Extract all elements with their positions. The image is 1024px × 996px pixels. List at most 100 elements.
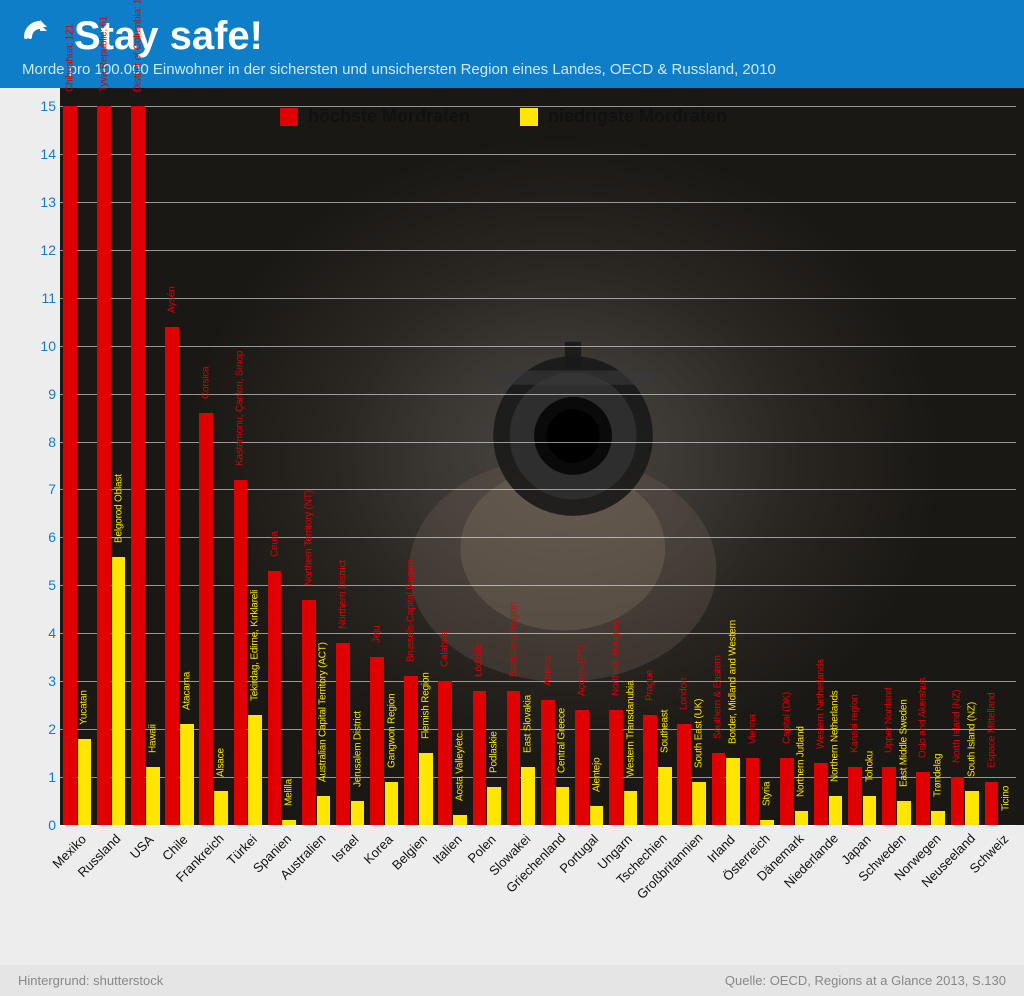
bar-label-low: Australian Capital Territory (ACT) bbox=[318, 643, 329, 783]
x-axis-label: Ungarn bbox=[606, 825, 640, 965]
bar-low: Flemish Region bbox=[419, 753, 433, 825]
country-column: ViennaStyria bbox=[743, 106, 777, 825]
bar-low: Podlaskie bbox=[487, 787, 501, 825]
bar-label-high: Espace Mittelland bbox=[986, 692, 997, 768]
country-column: AthensCentral Greece bbox=[538, 106, 572, 825]
bar-high: London bbox=[677, 724, 691, 825]
bar-label-low: Ticino bbox=[1001, 786, 1012, 811]
bar-high: Jeju bbox=[370, 657, 384, 825]
bar-label-high: Northern District bbox=[337, 560, 348, 629]
bars-container: Chihuahua: 121YucatanTyva Republic: 61Be… bbox=[60, 106, 1016, 825]
bar-high: North Island (NZ) bbox=[951, 777, 965, 825]
x-axis-label: Niederlande bbox=[811, 825, 845, 965]
y-tick-label: 0 bbox=[26, 817, 56, 833]
bar-label-low: East Slovakia bbox=[523, 695, 534, 753]
country-column: AysénAtacama bbox=[162, 106, 196, 825]
bar-low: Northern Jutland bbox=[795, 811, 809, 825]
bar-high: Corsica bbox=[199, 413, 213, 825]
bar-low: South Island (NZ) bbox=[965, 791, 979, 825]
bar-label-high: Oslo and Akershus bbox=[918, 678, 929, 759]
bar-low: Border, Midland and Western bbox=[726, 758, 740, 825]
bar-high: District of Columbia: 17 bbox=[131, 106, 145, 825]
bar-label-high: District of Columbia: 17 bbox=[133, 0, 144, 92]
bar-low: Tekirdag, Edirne, Kırklareli bbox=[248, 715, 262, 825]
y-tick-label: 15 bbox=[26, 98, 56, 114]
bar-high: Açores (PT) bbox=[575, 710, 589, 825]
footer-bar: Hintergrund: shutterstock Quelle: OECD, … bbox=[0, 965, 1024, 996]
bar-label-low: Belgorod Oblast bbox=[113, 474, 124, 543]
y-tick-label: 1 bbox=[26, 769, 56, 785]
country-column: Upper NorrlandEast Middle Sweden bbox=[879, 106, 913, 825]
x-axis-label: Japan bbox=[845, 825, 879, 965]
bar-label-low: Trøndelag bbox=[932, 753, 943, 796]
bar-label-low: Northern Netherlands bbox=[830, 691, 841, 783]
y-tick-label: 14 bbox=[26, 146, 56, 162]
bar-label-low: Western Transdanubia bbox=[625, 681, 636, 777]
bar-label-high: Northern Hungary bbox=[610, 620, 621, 696]
country-column: PragueSoutheast bbox=[640, 106, 674, 825]
bar-low: South East (UK) bbox=[692, 782, 706, 825]
bar-low: Southeast bbox=[658, 767, 672, 825]
bar-label-low: Styria bbox=[762, 782, 773, 806]
x-axis-label-text: Israel bbox=[329, 832, 362, 865]
y-tick-label: 4 bbox=[26, 625, 56, 641]
x-axis-label: Irland bbox=[709, 825, 743, 965]
x-axis-label: Österreich bbox=[743, 825, 777, 965]
country-column: CalabriaAosta Valley/etc. bbox=[436, 106, 470, 825]
x-axis-label: Israel bbox=[333, 825, 367, 965]
bar-high: Southern & Eastern bbox=[712, 753, 726, 825]
country-column: Chihuahua: 121Yucatan bbox=[60, 106, 94, 825]
x-axis-label: Frankreich bbox=[197, 825, 231, 965]
x-axis-label: Italien bbox=[436, 825, 470, 965]
bar-label-low: Southeast bbox=[659, 710, 670, 753]
bar-label-low: Podlaskie bbox=[489, 731, 500, 773]
x-axis-label: Schweiz bbox=[982, 825, 1016, 965]
bar-high: Ceuta bbox=[268, 571, 282, 825]
x-axis-label: Belgien bbox=[401, 825, 435, 965]
country-column: Bratislava RegionEast Slovakia bbox=[504, 106, 538, 825]
y-tick-label: 10 bbox=[26, 338, 56, 354]
bar-label-high: Açores (PT) bbox=[576, 645, 587, 696]
bar-label-low: Atacama bbox=[181, 672, 192, 710]
bar-high: Tyva Republic: 61 bbox=[97, 106, 111, 825]
bar-label-low: Gangwon Region bbox=[386, 693, 397, 767]
y-tick-label: 8 bbox=[26, 434, 56, 450]
country-column: Kansai regionTohoku bbox=[845, 106, 879, 825]
country-column: Brussels-Capital Region Flemish Region bbox=[401, 106, 435, 825]
bar-low: Western Transdanubia bbox=[624, 791, 638, 825]
header-top: Stay safe! bbox=[20, 14, 1004, 59]
y-tick-label: 7 bbox=[26, 481, 56, 497]
bar-label-high: Jeju bbox=[372, 626, 383, 644]
bar-label-low: Tekirdag, Edirne, Kırklareli bbox=[250, 590, 261, 701]
x-axis-label: Portugal bbox=[572, 825, 606, 965]
x-axis-label: Schweden bbox=[879, 825, 913, 965]
bar-high: Oslo and Akershus bbox=[916, 772, 930, 825]
country-column: CorsicaAlsace bbox=[197, 106, 231, 825]
footer-credit-right: Quelle: OECD, Regions at a Glance 2013, … bbox=[725, 973, 1006, 988]
bar-high: Bratislava Region bbox=[507, 691, 521, 825]
x-axis-label: Korea bbox=[367, 825, 401, 965]
bar-low: Northern Netherlands bbox=[829, 796, 843, 825]
bar-high: Chihuahua: 121 bbox=[63, 106, 77, 825]
x-axis-label-text: Italien bbox=[429, 832, 464, 867]
x-axis-label: Norwegen bbox=[914, 825, 948, 965]
y-tick-label: 13 bbox=[26, 194, 56, 210]
bar-label-low: Alsace bbox=[215, 749, 226, 778]
country-column: Northern Territory (NT)Australian Capita… bbox=[299, 106, 333, 825]
bar-high: Northern District bbox=[336, 643, 350, 825]
y-tick-label: 5 bbox=[26, 577, 56, 593]
country-column: Açores (PT)Alentejo bbox=[572, 106, 606, 825]
country-column: Capital (DK)Northern Jutland bbox=[777, 106, 811, 825]
bar-label-high: Northern Territory (NT) bbox=[303, 490, 314, 586]
country-column: District of Columbia: 17Hawaii bbox=[128, 106, 162, 825]
bar-high: Capital (DK) bbox=[780, 758, 794, 825]
country-column: North Island (NZ)South Island (NZ) bbox=[948, 106, 982, 825]
bar-high: Northern Territory (NT) bbox=[302, 600, 316, 825]
bar-label-high: Brussels-Capital Region bbox=[406, 560, 417, 663]
bar-label-high: Corsica bbox=[201, 366, 212, 399]
page-container: Stay safe! Morde pro 100.000 Einwohner i… bbox=[0, 0, 1024, 996]
bar-high: Northern Hungary bbox=[609, 710, 623, 825]
footer-credit-left: Hintergrund: shutterstock bbox=[18, 973, 163, 988]
bar-high: Aysén bbox=[165, 327, 179, 826]
bar-label-high: Capital (DK) bbox=[781, 692, 792, 744]
